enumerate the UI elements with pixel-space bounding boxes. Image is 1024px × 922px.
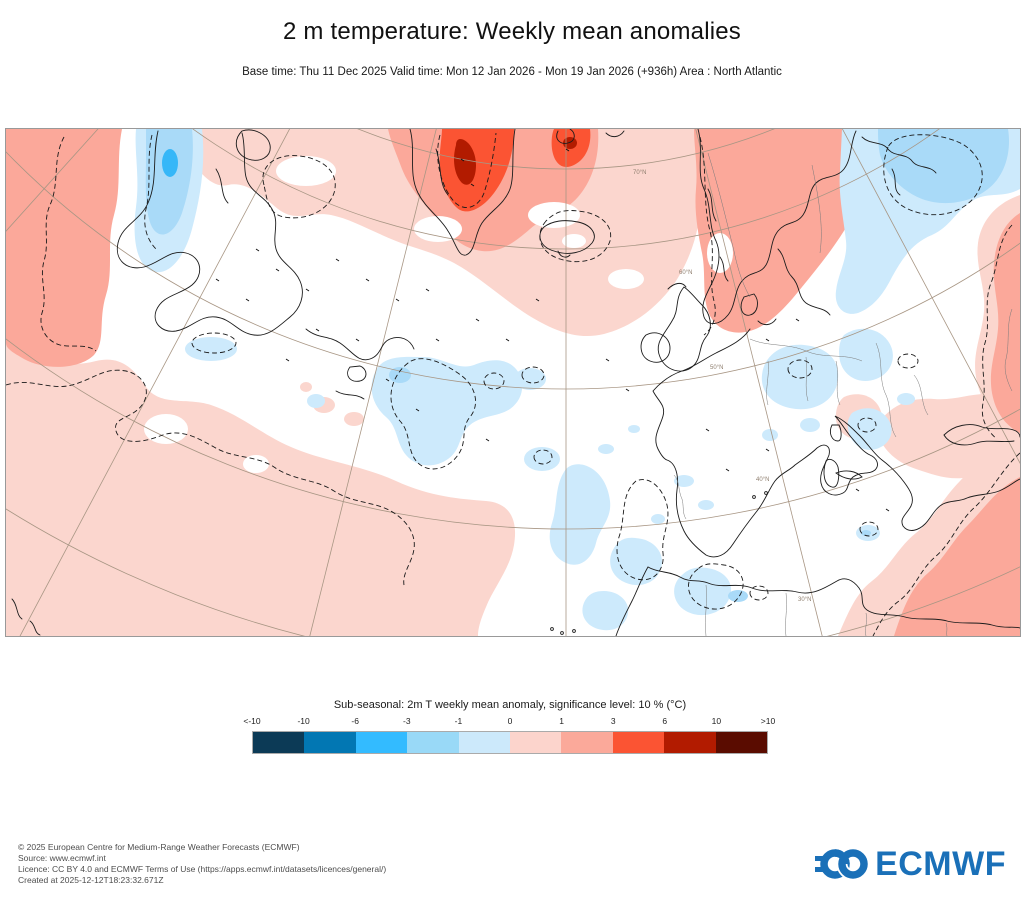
lat-label-60n: 60°N bbox=[679, 270, 692, 276]
legend-tick: 3 bbox=[610, 716, 616, 726]
page-subtitle: Base time: Thu 11 Dec 2025 Valid time: M… bbox=[242, 66, 782, 78]
ecmwf-logo-text: ECMWF bbox=[875, 844, 1006, 883]
legend-colorbar bbox=[252, 731, 768, 754]
legend-tick: -10 bbox=[297, 716, 310, 726]
legend-color-cell bbox=[458, 732, 511, 753]
coastlines bbox=[11, 129, 1020, 636]
legend-tick: -1 bbox=[454, 716, 463, 726]
legend-title: Sub-seasonal: 2m T weekly mean anomaly, … bbox=[333, 699, 687, 711]
footer-copyright: © 2025 European Centre for Medium-Range … bbox=[18, 842, 300, 852]
legend-ticks: <-10 -10 -6 -3 -1 0 1 3 6 10 >10 bbox=[243, 716, 775, 728]
footer-licence: Licence: CC BY 4.0 and ECMWF Terms of Us… bbox=[18, 864, 387, 874]
footer-created-at: Created at 2025-12-12T18:23:32.671Z bbox=[18, 875, 164, 885]
legend-tick: 6 bbox=[662, 716, 668, 726]
ecmwf-logo: ECMWF bbox=[815, 842, 1006, 886]
footer-source: Source: www.ecmwf.int bbox=[18, 853, 106, 863]
page-title: 2 m temperature: Weekly mean anomalies bbox=[282, 18, 742, 45]
legend-color-cell bbox=[407, 732, 459, 753]
legend-color-cell bbox=[561, 732, 613, 753]
lat-label-30n: 30°N bbox=[798, 597, 811, 603]
legend-color-cell bbox=[355, 732, 408, 753]
legend-tick: <-10 bbox=[243, 716, 261, 726]
lat-label-50n: 50°N bbox=[710, 365, 723, 371]
legend-tick: >10 bbox=[760, 716, 776, 726]
legend-color-cell bbox=[715, 732, 768, 753]
legend-tick: -6 bbox=[351, 716, 359, 726]
lat-label-70n: 70°N bbox=[633, 170, 646, 176]
ecmwf-logo-icon bbox=[815, 847, 870, 881]
legend-color-cell bbox=[304, 732, 356, 753]
weather-map: 70°N 60°N 50°N 40°N 30°N bbox=[5, 128, 1021, 637]
legend-color-cell bbox=[612, 732, 665, 753]
footer: © 2025 European Centre for Medium-Range … bbox=[18, 842, 386, 886]
legend-tick: -3 bbox=[403, 716, 411, 726]
stipple-marks bbox=[215, 148, 890, 512]
lat-label-40n: 40°N bbox=[756, 477, 769, 483]
graticule bbox=[6, 129, 1020, 636]
legend-color-cell bbox=[510, 732, 562, 753]
map-canvas: 70°N 60°N 50°N 40°N 30°N bbox=[6, 129, 1020, 636]
legend-tick: 10 bbox=[711, 716, 722, 726]
legend-color-cell bbox=[664, 732, 716, 753]
graticule-labels: 70°N 60°N 50°N 40°N 30°N bbox=[633, 170, 811, 603]
legend-tick: 0 bbox=[507, 716, 513, 726]
legend-color-cell bbox=[253, 732, 305, 753]
significance-contours bbox=[6, 132, 1020, 636]
legend-tick: 1 bbox=[559, 716, 564, 726]
